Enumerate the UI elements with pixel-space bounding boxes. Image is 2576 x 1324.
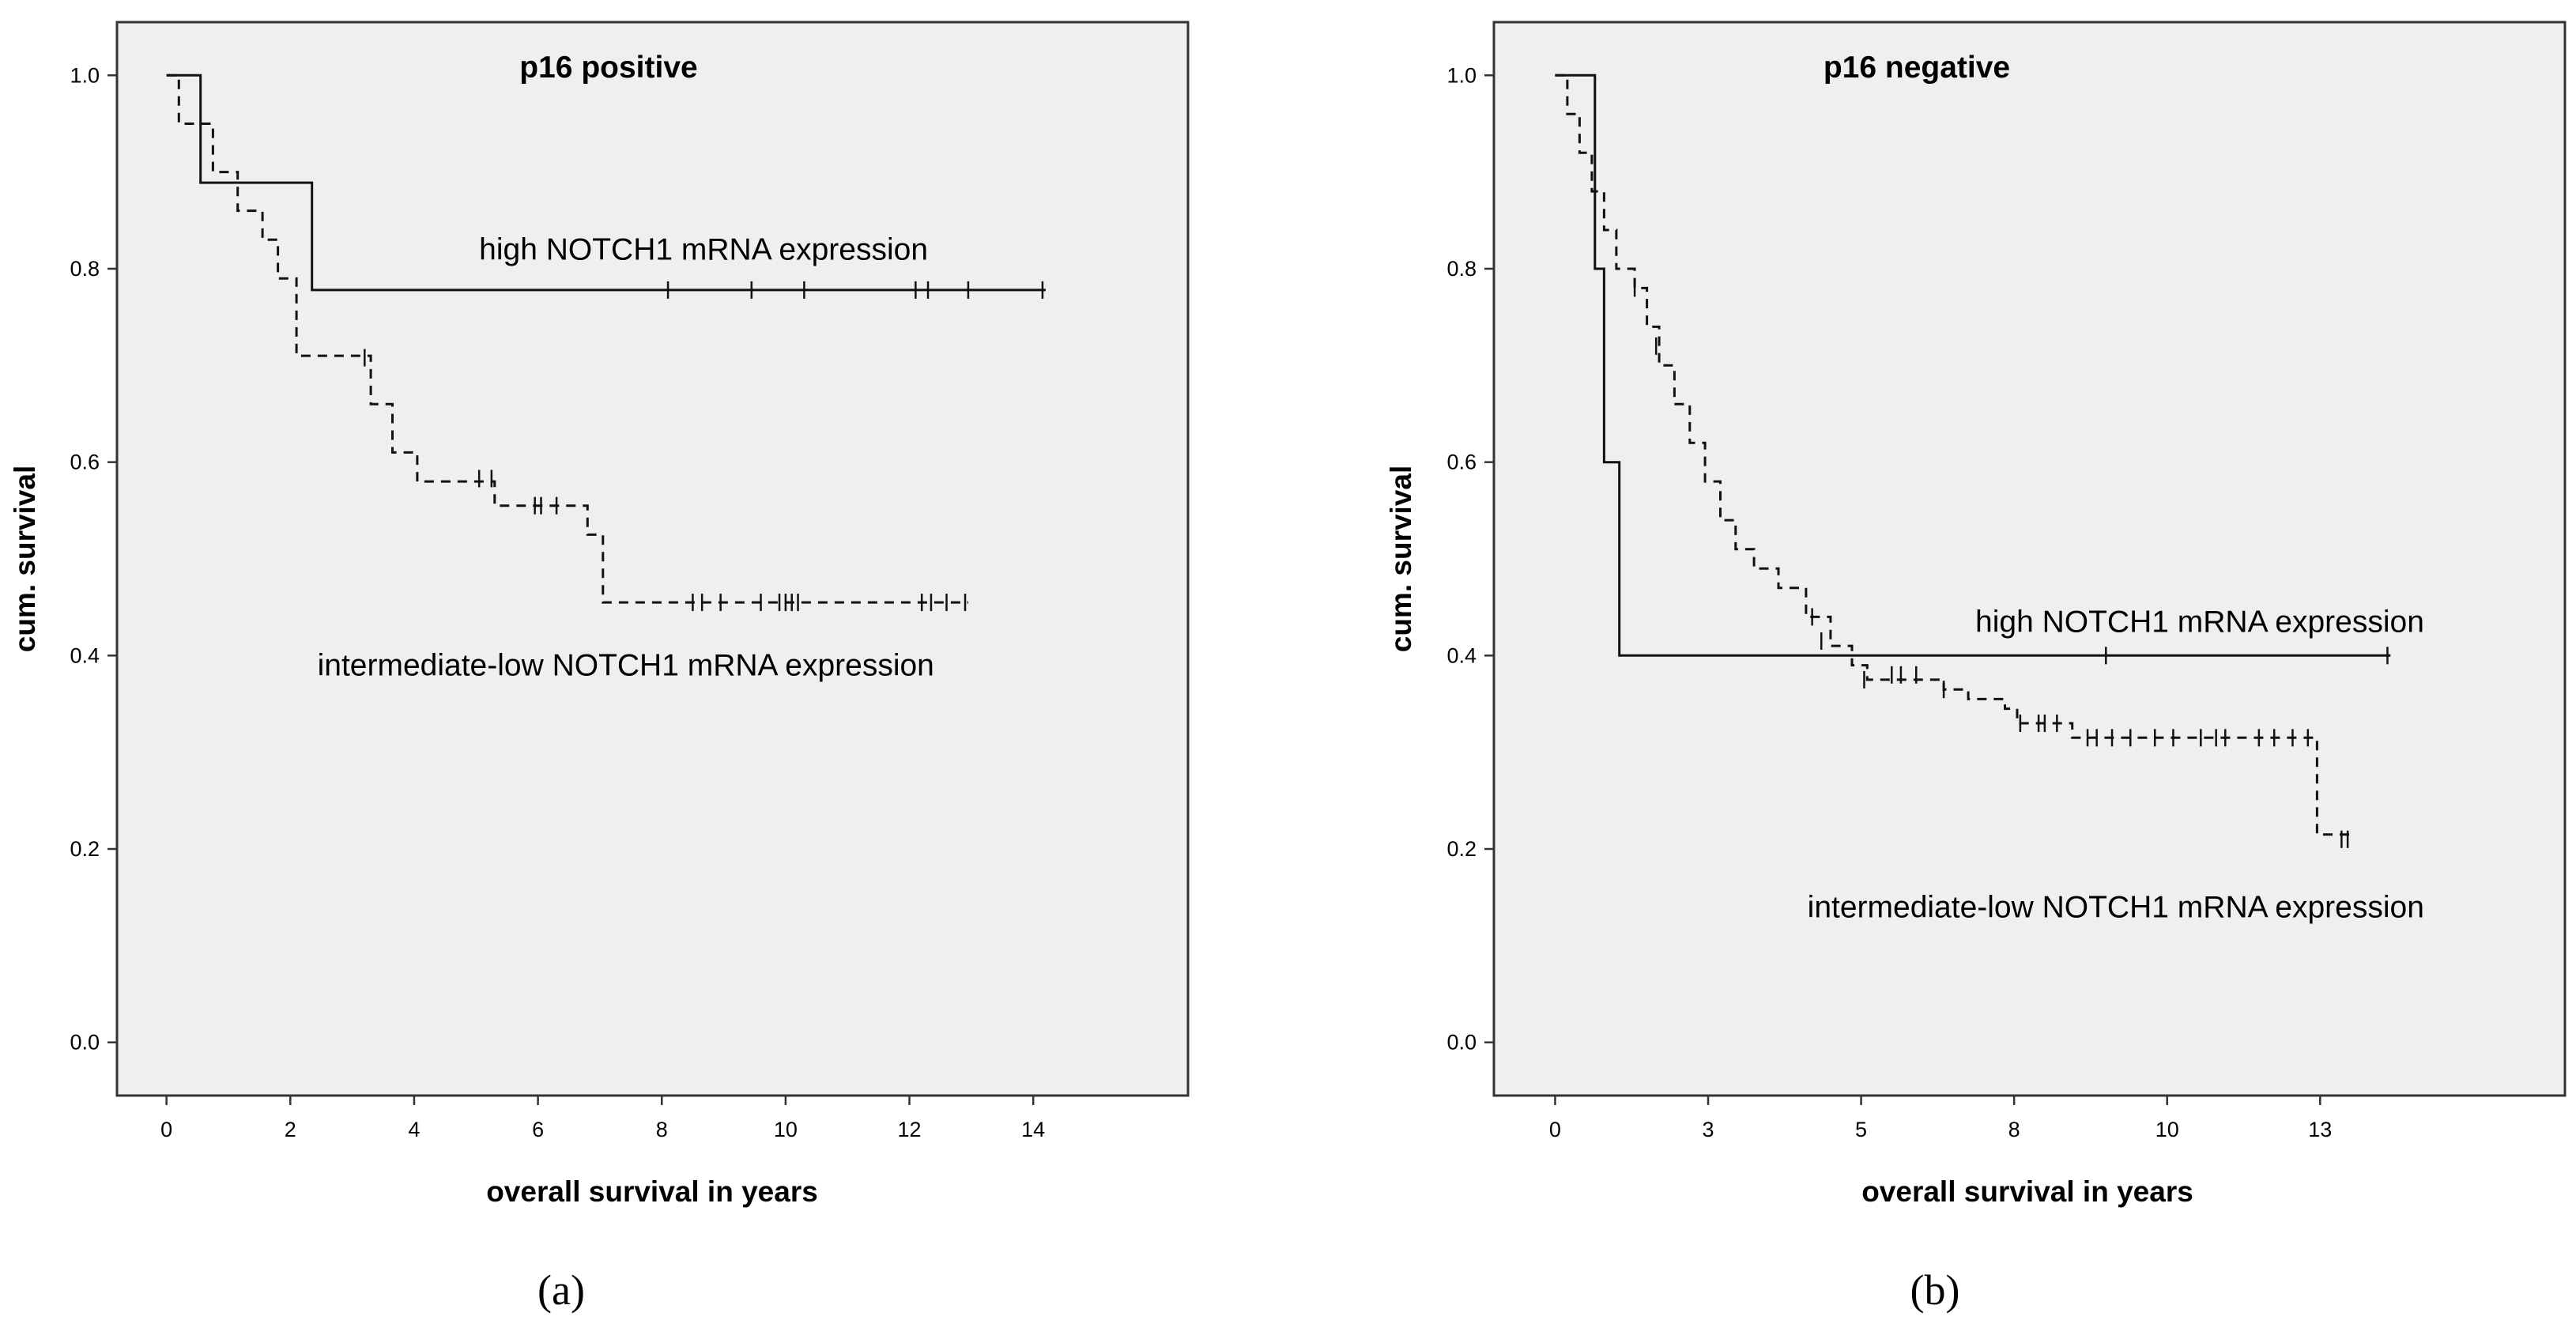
y-tick-label: 0.8 [1446, 257, 1477, 281]
chart-title: p16 negative [1824, 51, 2010, 85]
x-tick-label: 5 [1855, 1118, 1867, 1141]
plot-area [115, 21, 1190, 1097]
series-label: intermediate-low NOTCH1 mRNA expression [318, 649, 934, 683]
chart-panel-a: 0.0 0.2 0.4 0.6 0.8 1.0 0 2 4 6 8 10 12 14 high NOTCH1… [9, 21, 1190, 1314]
x-tick-label: 2 [285, 1118, 296, 1141]
x-tick-label: 13 [2308, 1118, 2332, 1141]
series-label: intermediate-low NOTCH1 mRNA expression [1808, 890, 2424, 924]
x-tick-label: 6 [532, 1118, 544, 1141]
y-tick-label: 0.2 [1446, 837, 1477, 861]
x-tick-label: 3 [1702, 1118, 1714, 1141]
series-high-line [166, 74, 1046, 292]
x-tick-label: 8 [2008, 1118, 2020, 1141]
x-axis-label: overall survival in years [486, 1175, 818, 1208]
y-tick-label: 0.0 [70, 1031, 100, 1054]
x-tick-label: 0 [1549, 1118, 1561, 1141]
x-axis-label: overall survival in years [1861, 1175, 2193, 1208]
chart-title: p16 positive [519, 51, 697, 85]
series-label: high NOTCH1 mRNA expression [1975, 605, 2424, 639]
y-tick-label: 0.0 [1446, 1031, 1477, 1054]
y-axis-label: cum. survival [1385, 466, 1417, 653]
x-tick-label: 0 [160, 1118, 172, 1141]
y-tick-label: 0.6 [70, 451, 100, 474]
x-tick-label: 10 [774, 1118, 798, 1141]
panel-label: (b) [1910, 1266, 1960, 1314]
x-tick-label: 10 [2155, 1118, 2179, 1141]
x-tick-label: 12 [898, 1118, 922, 1141]
series-high-line [1555, 74, 2391, 657]
x-tick-label: 8 [656, 1118, 668, 1141]
chart-panel-b: 0.0 0.2 0.4 0.6 0.8 1.0 0 3 5 8 10 13 high NOTCH1 mR… [1385, 21, 2567, 1314]
y-tick-label: 0.4 [1446, 643, 1477, 667]
y-tick-label: 0.8 [70, 257, 100, 281]
y-tick-label: 0.6 [1446, 451, 1477, 474]
x-tick-label: 4 [408, 1118, 420, 1141]
panel-label: (a) [537, 1266, 585, 1314]
y-tick-label: 1.0 [1446, 63, 1477, 87]
y-axis-label: cum. survival [9, 466, 41, 653]
x-tick-label: 14 [1021, 1118, 1045, 1141]
series-intermediate-low-line [166, 74, 968, 604]
series-intermediate-low-line [1555, 74, 2351, 836]
series-label: high NOTCH1 mRNA expression [479, 233, 928, 267]
y-tick-label: 0.4 [70, 643, 100, 667]
y-tick-label: 1.0 [70, 63, 100, 87]
y-tick-label: 0.2 [70, 837, 100, 861]
plot-area [1492, 21, 2567, 1097]
